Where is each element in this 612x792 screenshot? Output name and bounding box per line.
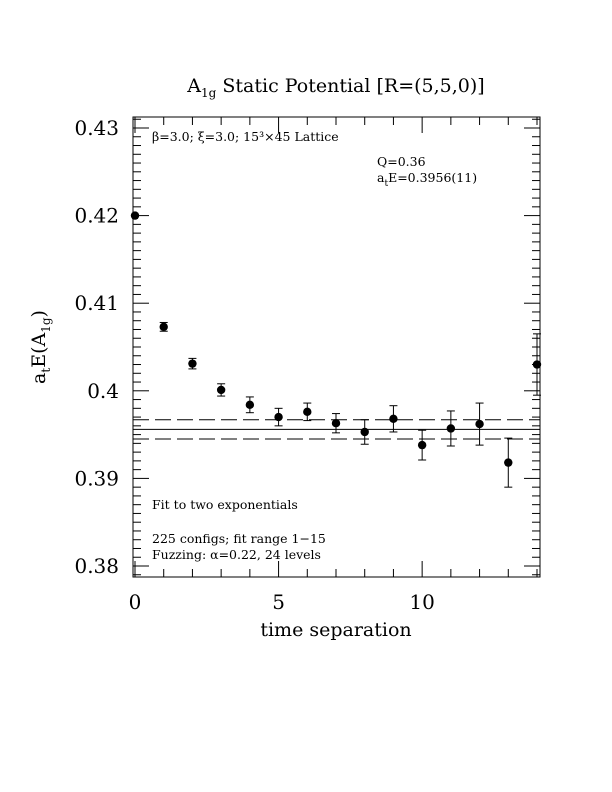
ate-annotation: atE=0.3956(11) <box>377 170 477 189</box>
fit-note: Fit to two exponentials <box>152 497 298 512</box>
data-point <box>360 427 369 437</box>
chart-title: A1g Static Potential [R=(5,5,0)] <box>186 75 484 100</box>
data-point <box>475 419 484 429</box>
y-axis-label: atE(A1g) <box>28 310 53 384</box>
data-point <box>245 400 255 410</box>
data-point <box>389 414 398 424</box>
data-point <box>417 440 427 450</box>
data-point <box>274 412 283 422</box>
y-tick-label: 0.4 <box>87 379 119 403</box>
configs-note: 225 configs; fit range 1−15 <box>152 531 326 546</box>
data-points <box>130 211 542 488</box>
data-point <box>303 407 312 417</box>
y-tick-label: 0.38 <box>74 554 119 578</box>
data-point <box>188 359 197 368</box>
x-tick-label: 10 <box>409 590 434 614</box>
x-tick-label: 5 <box>272 590 285 614</box>
y-tick-label: 0.43 <box>74 116 119 140</box>
data-point <box>159 322 168 332</box>
svg-text:atE(A1g): atE(A1g) <box>28 310 53 384</box>
y-tick-label: 0.39 <box>74 466 119 490</box>
data-point <box>504 458 513 467</box>
data-point <box>446 424 456 433</box>
data-point <box>532 360 542 369</box>
y-tick-label: 0.41 <box>74 291 119 315</box>
data-point <box>331 419 341 428</box>
axis-ticks: 0.38 0.39 0.4 0.41 0.42 0.43 0 5 10 <box>74 116 540 614</box>
y-tick-label: 0.42 <box>74 204 119 228</box>
data-point <box>216 385 226 395</box>
x-tick-label: 0 <box>129 590 142 614</box>
x-axis-label: time separation <box>260 619 411 641</box>
q-annotation: Q=0.36 <box>377 154 426 169</box>
data-point <box>130 211 140 220</box>
fuzzing-note: Fuzzing: α=0.22, 24 levels <box>152 547 321 562</box>
lattice-annotation: β=3.0; ξ=3.0; 15³×45 Lattice <box>152 129 339 144</box>
